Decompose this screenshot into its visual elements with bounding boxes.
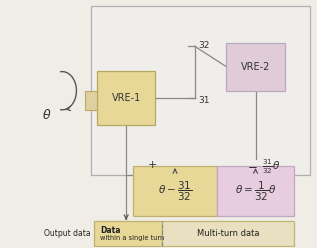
Text: VRE-2: VRE-2 — [241, 62, 270, 72]
Text: $\theta$: $\theta$ — [42, 108, 51, 122]
Text: Output data: Output data — [44, 229, 91, 238]
Bar — [94, 221, 162, 246]
Text: 32: 32 — [198, 41, 210, 50]
Text: within a single turn: within a single turn — [100, 235, 164, 241]
Text: $\theta = \dfrac{1}{32}\theta$: $\theta = \dfrac{1}{32}\theta$ — [235, 180, 276, 203]
Text: VRE-1: VRE-1 — [112, 93, 141, 103]
Text: $\frac{31}{32}\theta$: $\frac{31}{32}\theta$ — [262, 158, 281, 176]
Bar — [85, 91, 97, 110]
Text: $\theta - \dfrac{31}{32}$: $\theta - \dfrac{31}{32}$ — [158, 180, 192, 203]
Text: $-$: $-$ — [247, 159, 258, 172]
Text: +: + — [147, 160, 157, 170]
Bar — [91, 6, 310, 175]
Text: Multi-turn data: Multi-turn data — [197, 229, 259, 238]
Bar — [226, 43, 285, 91]
Bar — [217, 166, 294, 217]
Bar — [97, 71, 155, 125]
Text: Data: Data — [100, 225, 120, 235]
Text: 31: 31 — [198, 96, 210, 105]
Bar — [133, 166, 217, 217]
Bar — [162, 221, 294, 246]
